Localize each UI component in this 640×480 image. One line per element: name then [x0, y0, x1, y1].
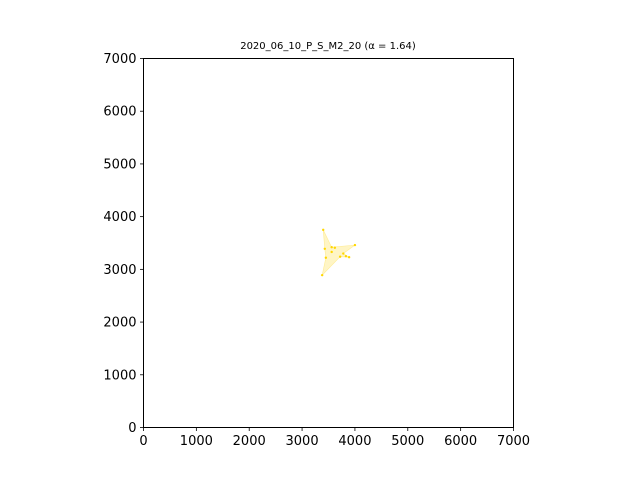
data-point: [344, 254, 348, 258]
x-tick-label: 1000: [180, 434, 213, 449]
plot-area: [320, 228, 357, 277]
x-tick-label: 0: [139, 434, 147, 449]
data-point: [347, 256, 351, 259]
y-tick-label: 1000: [103, 368, 136, 383]
plot-frame: [143, 58, 514, 428]
data-point: [353, 243, 357, 247]
y-axis: 0 1000 2000 3000 4000 5000 6000 7000: [103, 52, 144, 436]
x-tick-label: 7000: [497, 434, 530, 449]
y-tick-label: 5000: [103, 157, 136, 172]
data-point: [330, 246, 333, 249]
data-point: [323, 247, 326, 250]
data-point: [322, 228, 325, 232]
data-point: [333, 246, 337, 249]
y-tick-label: 3000: [103, 263, 136, 278]
y-tick-label: 7000: [103, 52, 136, 67]
y-tick-label: 4000: [103, 210, 136, 225]
x-tick-label: 5000: [391, 434, 424, 449]
x-axis: 0 1000 2000 3000 4000 5000 6000 7000: [139, 427, 530, 449]
alpha-shape-area: [321, 229, 356, 277]
x-tick-label: 2000: [233, 434, 266, 449]
x-tick-label: 6000: [444, 434, 477, 449]
x-tick-label: 3000: [286, 434, 319, 449]
data-point: [342, 252, 345, 255]
y-tick-label: 2000: [103, 316, 136, 331]
x-tick-label: 4000: [338, 434, 371, 449]
data-point: [324, 256, 328, 259]
y-tick-label: 0: [128, 421, 136, 436]
chart-title: 2020_06_10_P_S_M2_20 (α = 1.64): [240, 41, 416, 52]
data-point: [338, 255, 342, 258]
y-tick-label: 6000: [103, 105, 136, 120]
data-point: [330, 250, 333, 254]
data-point: [320, 273, 324, 277]
